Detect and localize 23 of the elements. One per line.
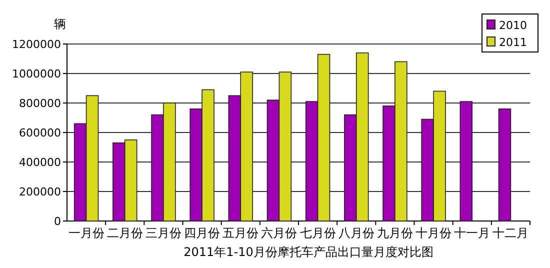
x-tick-label: 八月份 <box>338 226 374 240</box>
legend-label: 2011 <box>499 36 527 49</box>
x-tick-label: 十一月 <box>454 226 490 240</box>
y-tick-label: 200000 <box>19 186 61 198</box>
y-tick-label: 1200000 <box>12 38 61 51</box>
x-tick-label: 五月份 <box>222 226 259 240</box>
y-tick-label: 600000 <box>19 126 61 140</box>
x-tick-label: 六月份 <box>261 226 298 240</box>
y-tick-label: 1000000 <box>12 68 61 80</box>
x-tick-label: 三月份 <box>145 226 182 240</box>
y-axis-title: 辆 <box>54 17 66 31</box>
legend-label: 2010 <box>499 19 527 32</box>
y-tick-label: 800000 <box>19 97 61 110</box>
x-axis-title: 2011年1-10月份摩托车产品出口量月度对比图 <box>184 245 434 259</box>
x-tick-label: 四月份 <box>184 226 220 240</box>
x-tick-label: 一月份 <box>68 226 104 240</box>
x-tick-label: 十月份 <box>416 226 452 240</box>
x-tick-label: 七月份 <box>300 226 336 240</box>
x-tick-label: 二月份 <box>106 226 143 240</box>
x-tick-label: 九月份 <box>376 226 413 240</box>
y-tick-label: 400000 <box>19 156 61 169</box>
x-tick-label: 十二月 <box>492 226 529 240</box>
y-tick-label: 0 <box>54 215 61 228</box>
